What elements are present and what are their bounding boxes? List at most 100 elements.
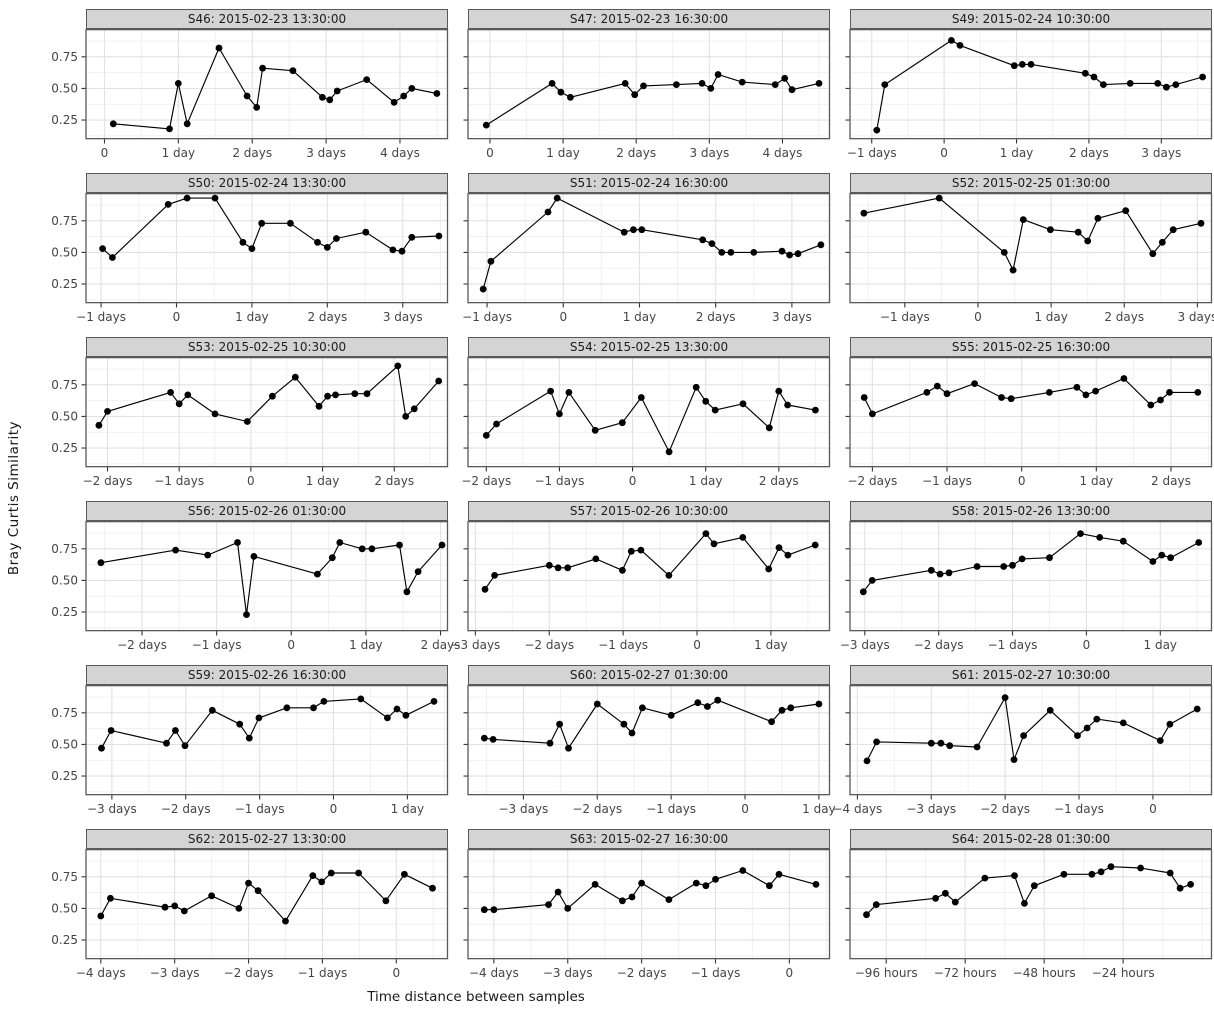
x-tick-label: −2 days — [617, 966, 667, 980]
x-tick-label: −1 days — [154, 474, 204, 488]
data-point — [250, 553, 258, 560]
data-point — [480, 906, 488, 914]
data-point — [327, 869, 335, 877]
data-point — [255, 714, 263, 722]
data-point — [248, 245, 256, 252]
plot-panel — [850, 521, 1212, 631]
data-point — [948, 37, 955, 44]
panel-border — [467, 356, 831, 468]
tick-labels: −1 days 0 1 day 2 days 3 days 0.25 0.50 0.75 — [51, 214, 422, 324]
y-tick-label: 0.25 — [51, 769, 78, 783]
x-tick-label: −3 days — [150, 966, 200, 980]
data-point — [545, 901, 552, 908]
data-point — [544, 208, 552, 216]
data-point — [487, 257, 495, 265]
data-point — [1149, 250, 1157, 258]
data-point — [243, 611, 250, 618]
x-tick-label: −2 days — [161, 802, 211, 816]
x-tick-label: −48 hours — [1013, 966, 1076, 980]
y-tick-label: 0.50 — [51, 901, 78, 915]
facet-s63: S63: 2015-02-27 16:30:00 −4 days −3 days −2… — [463, 829, 831, 987]
data-point — [287, 219, 294, 227]
minor-gridlines — [850, 357, 1212, 467]
data-point — [1100, 81, 1107, 88]
data-point — [184, 391, 192, 399]
y-tick-label: 0.50 — [51, 81, 78, 95]
x-tick-label: 2 days — [1069, 146, 1109, 160]
x-tick-label: −96 hours — [855, 966, 918, 980]
x-tick-label: 4 days — [763, 146, 803, 160]
data-point — [640, 82, 647, 90]
x-tick-label: 3 days — [772, 310, 812, 324]
panel-border — [467, 192, 831, 304]
data-point — [435, 377, 443, 385]
data-point — [1096, 534, 1104, 541]
panel-border — [849, 848, 1213, 960]
panel-border — [849, 192, 1213, 304]
major-gridlines — [86, 29, 448, 139]
data-point — [107, 727, 115, 734]
data-point — [863, 757, 871, 765]
data-point — [183, 194, 191, 202]
data-point — [923, 389, 931, 396]
data-point — [739, 400, 747, 408]
facet-s52: S52: 2015-02-25 01:30:00 −1 days 0 1 day 2 d… — [845, 173, 1214, 331]
data-point — [565, 744, 572, 752]
facet-s57: S57: 2015-02-26 10:30:00 −3 days −2 days −1… — [450, 501, 831, 659]
panel-border — [849, 520, 1213, 632]
data-point — [766, 882, 773, 890]
data-point — [812, 881, 820, 888]
data-point — [400, 92, 408, 100]
data-point — [1166, 720, 1174, 728]
major-gridlines — [86, 521, 448, 631]
minor-gridlines — [86, 521, 448, 631]
facet-plot: −1 days 0 1 day 2 days 3 days — [845, 28, 1213, 160]
minor-gridlines — [850, 29, 1212, 139]
data-point — [99, 245, 106, 252]
facet-s53: S53: 2015-02-25 10:30:00 −2 days −1 days 0 1… — [28, 337, 449, 495]
facet-strip-title: S60: 2015-02-27 01:30:00 — [468, 665, 830, 685]
data-point — [812, 406, 819, 414]
x-tick-label: 0 — [173, 310, 181, 324]
data-point — [164, 201, 172, 208]
data-point — [490, 906, 498, 914]
major-ticks — [81, 220, 404, 308]
x-axis-title: Time distance between samples — [367, 989, 585, 1005]
data-point — [933, 382, 941, 390]
data-point — [181, 742, 189, 750]
data-point — [355, 869, 362, 877]
panel-border — [849, 684, 1213, 796]
data-point — [1157, 396, 1164, 404]
data-point — [269, 392, 276, 400]
data-point — [567, 93, 574, 101]
major-ticks — [81, 548, 442, 636]
y-axis-title: Bray Curtis Similarity — [6, 420, 22, 576]
x-tick-label: 1 day — [754, 638, 788, 652]
data-point — [1081, 69, 1089, 77]
data-point — [628, 893, 636, 901]
data-point — [1082, 391, 1090, 399]
data-point — [328, 554, 336, 562]
data-point — [215, 44, 223, 52]
data-point — [548, 80, 556, 87]
data-point — [368, 545, 376, 553]
data-point — [556, 410, 563, 418]
data-point — [320, 698, 328, 705]
minor-gridlines — [86, 29, 448, 139]
data-point — [1120, 375, 1128, 382]
x-tick-label: −1 days — [76, 310, 126, 324]
data-point — [775, 544, 783, 551]
major-gridlines — [86, 849, 448, 959]
data-point — [481, 585, 489, 593]
plot-panel — [468, 685, 830, 795]
data-point — [1045, 389, 1053, 396]
data-point — [234, 539, 241, 546]
tick-labels: −3 days −2 days −1 days 0 1 day — [450, 638, 787, 652]
data-point — [172, 546, 180, 554]
x-tick-label: −2 days — [461, 474, 511, 488]
data-point — [239, 238, 247, 246]
x-tick-label: 1 day — [1080, 474, 1114, 488]
data-point — [382, 897, 390, 905]
y-tick-label: 0.25 — [51, 113, 78, 127]
plot-panel — [86, 521, 448, 631]
